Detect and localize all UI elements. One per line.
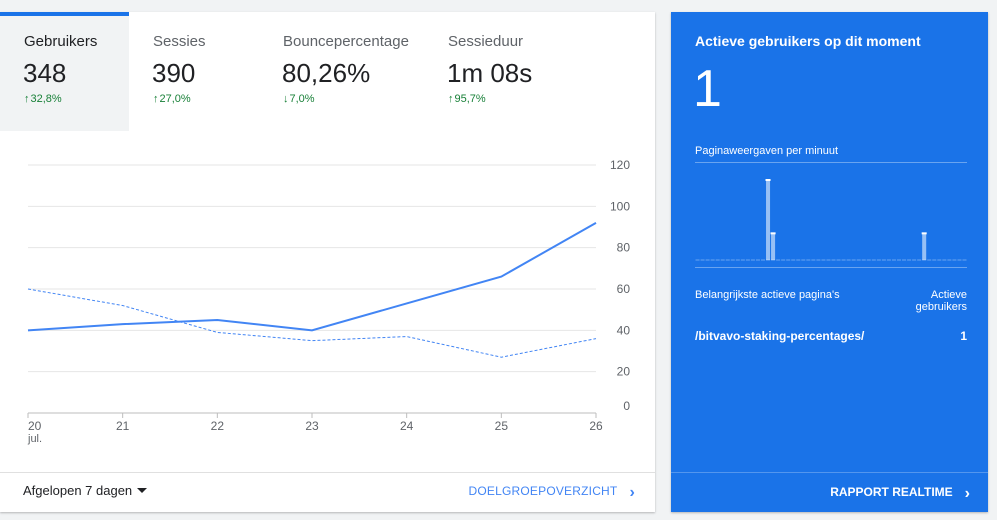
pageviews-bar-chart [695,179,967,261]
metric-tab-users[interactable]: Gebruikers 348 ↑32,8% [0,12,129,131]
series-line-previous [27,288,597,358]
card-footer: Afgelopen 7 dagen DOELGROEPOVERZICHT › [0,472,655,512]
metric-value: 80,26% [282,58,371,88]
audience-overview-card: Gebruikers 348 ↑32,8% Sessies 390 ↑27,0%… [0,12,655,512]
realtime-card: Actieve gebruikers op dit moment 1 Pagin… [671,12,988,512]
metric-name: Gebruikers [24,33,98,50]
arrow-up-icon: ↑ [448,93,454,105]
metric-tab-bounce-rate[interactable]: Bouncepercentage 80,26% ↓7,0% [259,12,424,131]
pageview-bar [922,233,927,260]
series-line-current [27,221,597,332]
pageview-bar [771,233,776,260]
x-tick-label: 22 [211,419,225,433]
y-tick-label: 80 [617,241,631,255]
x-sublabel: jul. [27,433,42,445]
arrow-up-icon: ↑ [24,93,30,105]
metric-change: ↑95,7% [448,93,486,105]
arrow-up-icon: ↑ [153,93,159,105]
x-tick-label: 25 [495,419,509,433]
divider [695,162,967,163]
x-tick-label: 23 [305,419,319,433]
metric-name: Bouncepercentage [283,33,409,50]
active-users-count: 1 [693,60,722,118]
metric-change: ↓7,0% [283,93,315,105]
metric-value: 390 [152,58,196,88]
metric-name: Sessieduur [448,33,524,50]
metric-tab-sessions[interactable]: Sessies 390 ↑27,0% [129,12,259,131]
metric-tab-session-duration[interactable]: Sessieduur 1m 08s ↑95,7% [424,12,574,131]
x-tick-label: 20 [28,419,42,433]
chevron-right-icon: › [629,484,635,501]
y-tick-label: 120 [610,158,630,172]
metric-change: ↑27,0% [153,93,191,105]
audience-overview-link[interactable]: DOELGROEPOVERZICHT › [468,484,635,501]
pageview-bar [766,180,771,260]
metric-value: 1m 08s [447,58,533,88]
date-range-select[interactable]: Afgelopen 7 dagen [23,483,148,498]
x-tick-label: 21 [116,419,130,433]
y-tick-label: 40 [617,323,631,337]
y-tick-label: 0 [623,399,630,413]
y-tick-label: 60 [617,282,631,296]
pageview-bar-cap [921,232,927,235]
x-tick-label: 26 [589,419,603,433]
x-tick-label: 24 [400,419,414,433]
column-header-active-users: Actieve gebruikers [915,289,967,313]
caret-down-icon [137,488,148,493]
divider [695,267,967,268]
y-tick-label: 20 [617,365,631,379]
chevron-right-icon: › [964,485,970,502]
active-page-path[interactable]: /bitvavo-staking-percentages/ [695,329,865,343]
active-page-users: 1 [960,329,967,343]
table-row[interactable]: /bitvavo-staking-percentages/ 1 [695,329,967,345]
pageview-bar-cap [765,179,771,181]
metric-change: ↑32,8% [24,93,62,105]
pageviews-per-minute-label: Paginaweergaven per minuut [695,145,839,157]
y-tick-label: 100 [610,199,630,213]
metric-tabs: Gebruikers 348 ↑32,8% Sessies 390 ↑27,0%… [0,12,655,131]
realtime-title: Actieve gebruikers op dit moment [695,33,921,49]
realtime-report-link[interactable]: RAPPORT REALTIME › [830,485,970,502]
users-trend-chart: 120 100 80 60 40 20 0 20 21 22 23 24 25 26 jul. [27,158,631,445]
metric-value: 348 [23,58,67,88]
metric-name: Sessies [153,33,206,50]
arrow-down-icon: ↓ [283,93,289,105]
realtime-footer: RAPPORT REALTIME › [671,472,988,512]
column-header-page: Belangrijkste actieve pagina's [695,289,840,301]
pageview-bar-cap [770,232,776,235]
